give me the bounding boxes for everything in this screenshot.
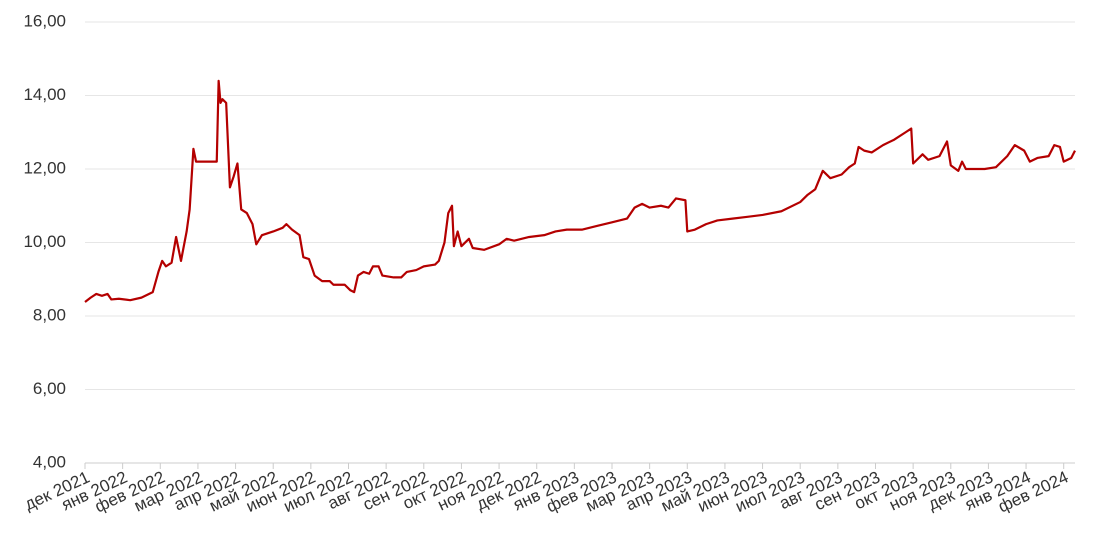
line-series (84, 79, 1076, 303)
y-tick-label: 16,00 (23, 11, 66, 30)
y-tick-label: 6,00 (33, 379, 66, 398)
y-tick-label: 4,00 (33, 452, 66, 471)
y-tick-label: 14,00 (23, 85, 66, 104)
y-tick-label: 8,00 (33, 305, 66, 324)
y-tick-label: 12,00 (23, 158, 66, 177)
y-tick-label: 10,00 (23, 232, 66, 251)
